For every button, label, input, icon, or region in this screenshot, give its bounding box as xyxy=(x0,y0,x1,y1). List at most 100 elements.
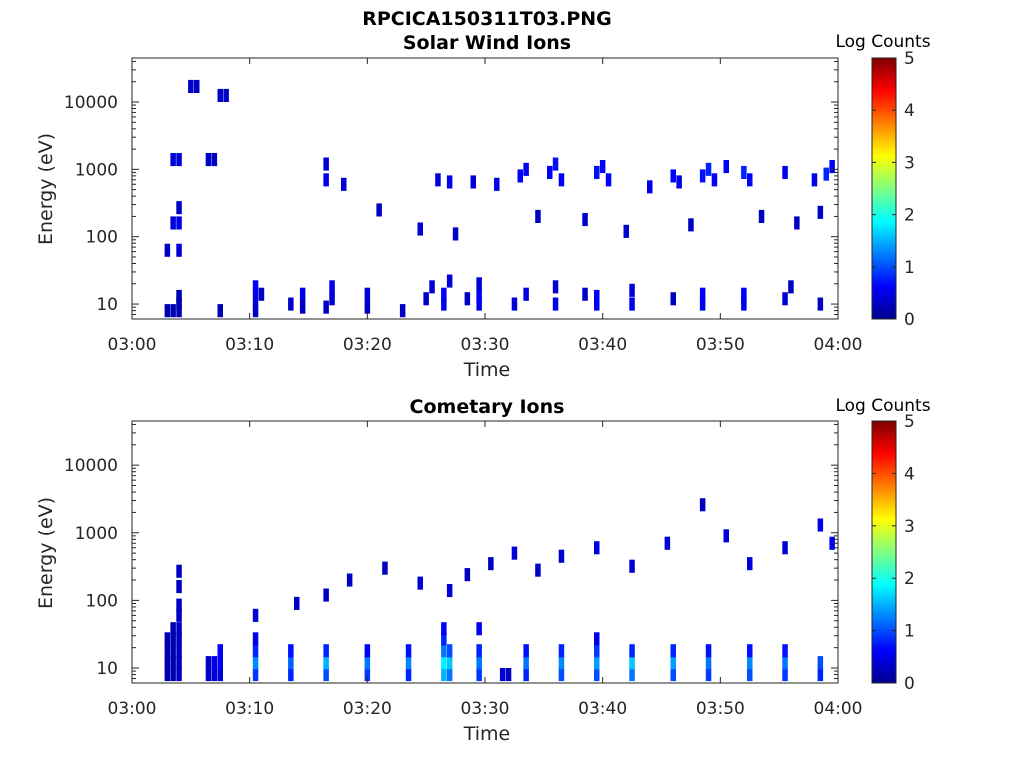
heatmap-cell xyxy=(823,167,829,181)
heatmap-cell xyxy=(741,297,747,311)
colorbar xyxy=(871,420,897,684)
heatmap-cell xyxy=(782,656,788,670)
heatmap-cell xyxy=(441,656,447,670)
heatmap-cell xyxy=(441,668,447,682)
heatmap-cell xyxy=(288,644,294,658)
heatmap-cell xyxy=(505,668,512,682)
x-tick-label: 03:20 xyxy=(343,699,392,719)
heatmap-cell xyxy=(670,656,676,670)
heatmap-cell xyxy=(217,656,223,670)
heatmap-cell xyxy=(376,203,382,217)
heatmap-cell xyxy=(299,300,306,314)
panel-cometary: Cometary Ions 03:00 03:10 03:20 03:30 03:40 0… xyxy=(35,396,931,745)
heatmap-cell xyxy=(170,304,176,318)
x-tick-label: 03:50 xyxy=(696,335,745,355)
heatmap-cell xyxy=(252,280,259,294)
heatmap-cell xyxy=(211,668,218,682)
y-tick-label: 10 xyxy=(96,659,118,679)
y-tick-label: 100 xyxy=(86,591,118,611)
heatmap-cell xyxy=(817,518,824,532)
y-axis: 10 100 1000 10000 xyxy=(64,60,838,320)
heatmap-cell xyxy=(405,656,412,670)
heatmap-cell xyxy=(176,580,182,594)
heatmap-cell xyxy=(511,297,518,311)
heatmap-cell xyxy=(399,304,406,318)
heatmap-cell xyxy=(170,656,176,670)
colorbar-tick-label: 3 xyxy=(904,517,915,537)
heatmap-cell xyxy=(723,529,729,543)
heatmap-cell xyxy=(323,157,329,171)
x-axis: 03:00 03:10 03:20 03:30 03:40 03:50 04:00 xyxy=(108,58,863,355)
heatmap-cell xyxy=(582,213,588,227)
heatmap-cell xyxy=(476,287,482,301)
heatmap-cell xyxy=(446,644,453,658)
colorbar-tick-label: 1 xyxy=(904,258,915,278)
heatmap-cell xyxy=(699,287,706,301)
heatmap-cell xyxy=(288,656,294,670)
heatmap-cell xyxy=(476,668,482,682)
heatmap-cell xyxy=(164,304,171,318)
heatmap-cell xyxy=(446,175,453,189)
heatmap-cell xyxy=(170,644,176,658)
colorbar-tick-label: 1 xyxy=(904,622,915,642)
x-axis-label: Time xyxy=(463,723,511,745)
heatmap-cell xyxy=(417,222,423,236)
heatmap-cell xyxy=(364,668,371,682)
heatmap-cell xyxy=(747,557,753,571)
heatmap-cell xyxy=(176,153,182,167)
heatmap-cell xyxy=(594,297,600,311)
heatmap-cell xyxy=(817,205,824,219)
y-tick-label: 10 xyxy=(96,295,118,315)
heatmap-cell xyxy=(811,173,818,187)
heatmap-cell xyxy=(558,173,565,187)
y-tick-label: 10000 xyxy=(64,93,118,113)
heatmap-cell xyxy=(523,644,529,658)
heatmap-cell xyxy=(523,162,529,176)
heatmap-cells xyxy=(164,498,835,682)
colorbar-label: Log Counts xyxy=(835,32,930,52)
heatmap-cell xyxy=(429,280,435,294)
heatmap-cell xyxy=(176,598,182,612)
heatmap-cell xyxy=(699,297,706,311)
plot-frame xyxy=(131,57,839,320)
heatmap-cell xyxy=(476,644,482,658)
x-axis-label: Time xyxy=(463,359,511,381)
heatmap-cell xyxy=(582,287,588,301)
heatmap-cell xyxy=(176,608,182,622)
heatmap-cell xyxy=(535,563,541,577)
heatmap-cell xyxy=(558,668,565,682)
heatmap-cell xyxy=(629,559,635,573)
heatmap-cell xyxy=(629,283,635,297)
heatmap-cell xyxy=(558,656,565,670)
heatmap-cell xyxy=(294,596,300,610)
heatmap-cell xyxy=(252,656,259,670)
heatmap-cell xyxy=(594,632,600,646)
x-tick-label: 04:00 xyxy=(814,699,863,719)
x-tick-label: 03:10 xyxy=(225,699,274,719)
heatmap-cell xyxy=(594,668,600,682)
y-tick-label: 10000 xyxy=(64,456,118,476)
heatmap-cell xyxy=(670,668,676,682)
heatmap-cell xyxy=(288,297,294,311)
heatmap-cell xyxy=(552,157,559,171)
x-axis: 03:00 03:10 03:20 03:30 03:40 03:50 04:00 xyxy=(108,421,863,719)
heatmap-cell xyxy=(323,644,329,658)
colorbar-ticks: 0 1 2 3 4 5 xyxy=(872,412,915,694)
heatmap-cell xyxy=(464,568,471,582)
heatmap-cell xyxy=(476,622,482,636)
x-tick-label: 03:40 xyxy=(578,335,627,355)
heatmap-cell xyxy=(558,644,565,658)
heatmap-cell xyxy=(299,287,306,301)
heatmap-cell xyxy=(176,289,182,303)
chart-title: Solar Wind Ions xyxy=(403,32,571,54)
heatmap-cell xyxy=(417,576,423,590)
heatmap-cell xyxy=(705,656,712,670)
heatmap-cell xyxy=(164,632,171,646)
heatmap-cell xyxy=(446,668,453,682)
heatmap-cell xyxy=(329,292,335,306)
heatmap-cell xyxy=(446,584,453,598)
colorbar-label: Log Counts xyxy=(835,396,930,416)
heatmap-cell xyxy=(535,209,541,223)
colorbar-tick-label: 0 xyxy=(904,674,915,694)
heatmap-cell xyxy=(782,292,788,306)
